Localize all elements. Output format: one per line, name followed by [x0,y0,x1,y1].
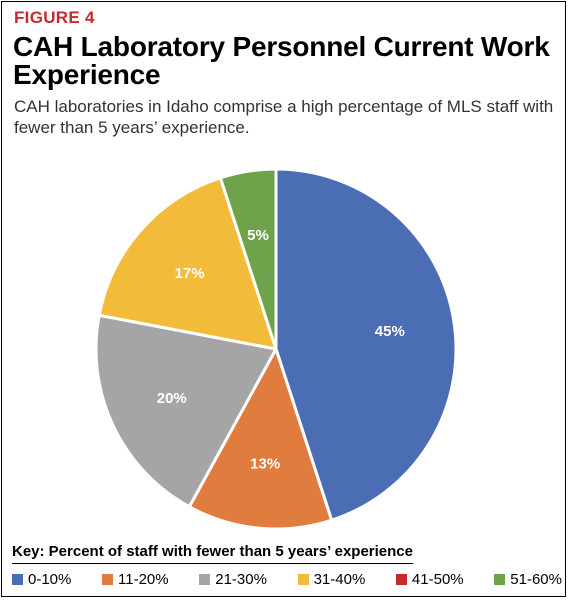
legend-item-51-60%: 51-60% [494,571,562,588]
pie-slice-11-20% [187,347,334,531]
legend-swatch [102,574,113,585]
pie-slice-31-40% [97,176,278,351]
legend-swatch [12,574,23,585]
legend-label: 41-50% [411,571,464,588]
legend-item-11-20%: 11-20% [102,571,169,588]
legend-label: 21-30% [215,571,267,588]
legend-label: 0-10% [28,571,72,588]
chart-subtitle: CAH laboratories in Idaho comprise a hig… [14,97,554,137]
pie-chart: 45% 13% 20% 17% 5% [94,167,458,531]
data-label-51-60%: 5% [247,227,269,244]
legend-item-31-40%: 31-40% [297,571,366,588]
legend-item-21-30%: 21-30% [199,571,267,588]
legend-label: 31-40% [313,571,366,588]
data-label-31-40%: 17% [175,265,205,282]
legend-label: 11-20% [118,571,169,588]
legend-swatch [395,574,407,585]
legend-swatch [199,574,211,585]
pie-slice-21-30% [94,313,278,509]
pie-slice-51-60% [218,167,278,351]
legend-item-0-10%: 0-10% [12,571,71,588]
data-label-11-20%: 13% [250,456,280,473]
legend-item-41-50%: 41-50% [395,571,464,588]
legend-swatch [494,574,506,585]
pie-slice-0-10% [274,167,458,522]
legend-title: Key: Percent of staff with fewer than 5 … [12,543,413,564]
figure-label: FIGURE 4 [14,8,95,27]
data-label-21-30%: 20% [157,390,187,407]
legend-label: 51-60% [510,571,562,588]
data-label-0-10%: 45% [375,323,405,340]
chart-title: CAH Laboratory Personnel Current Work Ex… [13,31,550,90]
legend: 0-10% 11-20% 21-30% 31-40% 41-50% 51-60% [12,571,562,588]
legend-swatch [297,574,309,585]
